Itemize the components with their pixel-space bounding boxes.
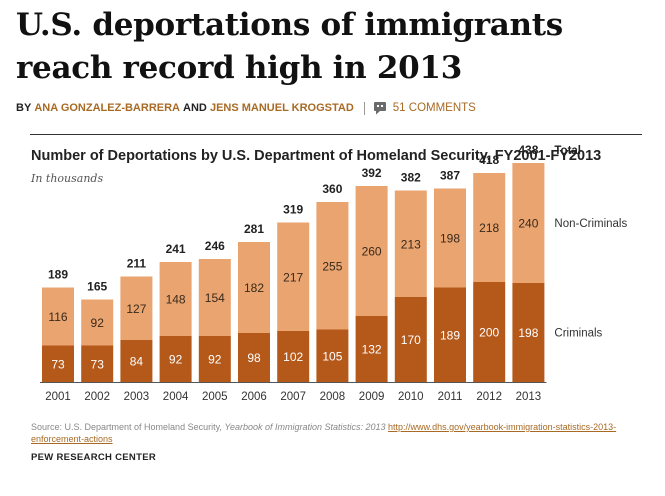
x-tick-2004: 2004 (163, 391, 189, 403)
label-non-criminals-2011: 198 (440, 232, 460, 246)
byline-and: AND (183, 102, 207, 114)
bar-criminals-2005 (198, 336, 231, 382)
label-criminals-2004: 92 (169, 353, 183, 367)
label-criminals-2006: 98 (247, 351, 261, 365)
x-tick-2007: 2007 (280, 391, 306, 403)
bar-criminals-2003 (120, 340, 153, 382)
bar-criminals-2007 (277, 331, 310, 382)
source-note: Source: U.S. Department of Homeland Secu… (31, 421, 621, 445)
label-criminals-2012: 200 (479, 326, 499, 340)
x-tick-2010: 2010 (398, 391, 424, 403)
chart-top-rule (30, 134, 642, 135)
bar-non-criminals-2013 (512, 163, 545, 283)
label-criminals-2003: 84 (130, 355, 144, 369)
label-criminals-2010: 170 (401, 333, 421, 347)
bar-non-criminals-2002 (81, 299, 114, 346)
x-tick-2011: 2011 (438, 391, 463, 403)
speech-bubble-icon[interactable] (373, 101, 387, 115)
bar-criminals-2006 (238, 333, 270, 382)
label-non-criminals-2010: 213 (401, 237, 421, 251)
author-link-1[interactable]: ANA GONZALEZ-BARRERA (34, 102, 180, 114)
label-total-2006: 281 (244, 222, 264, 236)
bar-non-criminals-2011 (434, 188, 466, 288)
label-total-2003: 211 (127, 257, 147, 271)
pew-credit: PEW RESEARCH CENTER (31, 452, 156, 463)
x-tick-2003: 2003 (124, 391, 150, 403)
label-non-criminals-2008: 255 (322, 259, 342, 273)
label-total-2007: 319 (283, 203, 303, 217)
x-tick-2005: 2005 (202, 391, 228, 403)
bar-criminals-2010 (394, 297, 427, 382)
label-non-criminals-2003: 127 (126, 302, 146, 316)
source-prefix: Source: U.S. Department of Homeland Secu… (31, 422, 222, 432)
bar-non-criminals-2004 (159, 262, 192, 336)
article-headline: U.S. deportations of immigrants reach re… (16, 7, 563, 86)
stacked-bar-chart: 7311618920017392165200284127211200392148… (40, 143, 627, 403)
label-total-2009: 392 (362, 166, 382, 180)
label-criminals-2005: 92 (208, 353, 222, 367)
label-non-criminals-2004: 148 (166, 293, 186, 307)
label-non-criminals-2005: 154 (205, 291, 225, 305)
label-non-criminals-2013: 240 (518, 217, 538, 231)
bar-non-criminals-2007 (277, 222, 310, 331)
label-criminals-2009: 132 (362, 343, 382, 357)
source-publication: Yearbook of Immigration Statistics: 2013 (224, 422, 386, 432)
x-tick-2008: 2008 (320, 391, 346, 403)
x-tick-2001: 2001 (45, 391, 71, 403)
bar-criminals-2011 (434, 287, 466, 382)
byline: BY ANA GONZALEZ-BARRERA AND JENS MANUEL … (16, 101, 476, 115)
label-criminals-2007: 102 (283, 350, 303, 364)
bar-criminals-2002 (81, 345, 114, 382)
x-tick-2006: 2006 (241, 391, 267, 403)
byline-divider (363, 101, 365, 115)
label-non-criminals-2012: 218 (479, 221, 499, 235)
bar-criminals-2012 (473, 282, 506, 382)
legend-non-criminals: Non-Criminals (554, 218, 627, 230)
label-non-criminals-2006: 182 (244, 281, 264, 295)
label-total-2010: 382 (401, 171, 421, 185)
source-link[interactable]: http://www.dhs.gov/yearbook-immigration-… (31, 422, 617, 444)
label-total-2012: 418 (479, 153, 499, 167)
label-criminals-2013: 198 (518, 326, 538, 340)
label-non-criminals-2001: 116 (48, 310, 67, 324)
label-criminals-2008: 105 (322, 349, 342, 363)
bar-non-criminals-2008 (316, 202, 349, 330)
bar-criminals-2001 (42, 345, 74, 382)
label-non-criminals-2007: 217 (283, 270, 303, 284)
bar-criminals-2004 (159, 336, 192, 382)
byline-prefix: BY (16, 102, 32, 114)
bar-non-criminals-2005 (198, 259, 231, 336)
label-total-2005: 246 (205, 239, 225, 253)
bar-non-criminals-2012 (473, 173, 506, 282)
author-link-2[interactable]: JENS MANUEL KROGSTAD (209, 102, 354, 114)
comments-link[interactable]: 51 COMMENTS (392, 102, 476, 114)
legend-total: Total (554, 145, 581, 157)
label-criminals-2011: 189 (440, 328, 460, 342)
label-non-criminals-2002: 92 (91, 316, 105, 330)
chart-subtitle: In thousands (31, 172, 104, 185)
legend-criminals: Criminals (554, 328, 602, 340)
label-total-2002: 165 (87, 280, 107, 294)
label-total-2011: 387 (440, 169, 460, 183)
label-criminals-2002: 73 (91, 357, 105, 371)
bar-non-criminals-2010 (394, 190, 427, 297)
bar-criminals-2013 (512, 283, 545, 382)
bar-non-criminals-2006 (238, 242, 270, 333)
bar-criminals-2008 (316, 329, 349, 382)
x-tick-2009: 2009 (359, 391, 385, 403)
x-tick-2012: 2012 (476, 391, 502, 403)
label-criminals-2001: 73 (51, 357, 65, 371)
label-non-criminals-2009: 260 (362, 245, 382, 259)
bar-non-criminals-2001 (42, 287, 74, 346)
label-total-2001: 189 (48, 268, 68, 282)
x-tick-2013: 2013 (516, 391, 542, 403)
label-total-2008: 360 (322, 182, 342, 196)
chart-title: Number of Deportations by U.S. Departmen… (31, 148, 602, 164)
label-total-2004: 241 (166, 242, 186, 256)
label-total-2013: 438 (518, 143, 538, 157)
x-tick-2002: 2002 (84, 391, 110, 403)
bar-non-criminals-2009 (355, 186, 388, 316)
bar-non-criminals-2003 (120, 276, 153, 340)
bar-criminals-2009 (355, 316, 388, 382)
